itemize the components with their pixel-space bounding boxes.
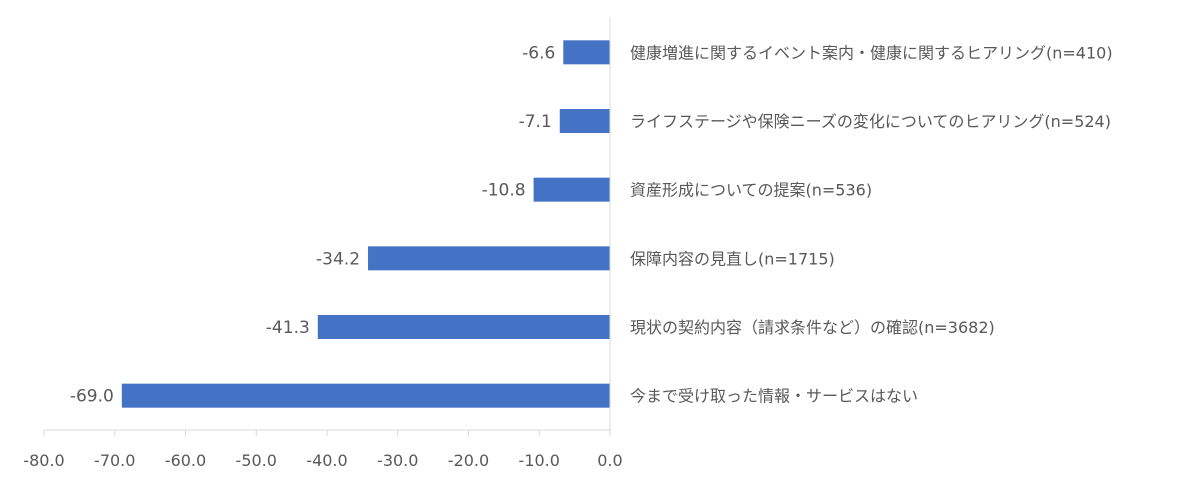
bar <box>559 109 610 133</box>
x-tick-label: -10.0 <box>519 451 560 470</box>
value-label: -34.2 <box>316 249 360 269</box>
x-tick-label: -60.0 <box>165 451 206 470</box>
category-label: 健康増進に関するイベント案内・健康に関するヒアリング(n=410) <box>630 43 1113 62</box>
value-label: -6.6 <box>522 43 555 63</box>
bar <box>533 177 610 202</box>
x-tick-label: -80.0 <box>23 451 64 470</box>
value-label: -69.0 <box>70 387 114 407</box>
bars-group <box>121 40 610 408</box>
x-tick-label: -50.0 <box>236 451 277 470</box>
x-tick-label: -30.0 <box>377 451 418 470</box>
labels-group: -6.6 健康増進に関するイベント案内・健康に関するヒアリング(n=410) -7.… <box>70 43 1113 406</box>
category-label: 現状の契約内容（請求条件など）の確認(n=3682) <box>630 318 995 337</box>
bar <box>317 315 610 339</box>
category-label: ライフステージや保険ニーズの変化についてのヒアリング(n=524) <box>630 112 1111 131</box>
value-label: -41.3 <box>266 318 310 338</box>
value-label: -7.1 <box>519 112 552 132</box>
category-label: 資産形成についての提案(n=536) <box>630 181 872 200</box>
x-tick-label: -70.0 <box>94 451 135 470</box>
category-label: 今まで受け取った情報・サービスはない <box>630 387 918 406</box>
x-tick-label: -20.0 <box>448 451 489 470</box>
bar <box>121 383 610 408</box>
axes-group: -80.0 -70.0 -60.0 -50.0 -40.0 -30.0 -20.0 -10.0… <box>23 18 623 470</box>
value-label: -10.8 <box>482 181 526 201</box>
bar <box>563 40 610 65</box>
x-tick-label: 0.0 <box>597 451 622 470</box>
x-tick-label: -40.0 <box>306 451 347 470</box>
bar <box>368 246 610 271</box>
category-label: 保障内容の見直し(n=1715) <box>630 249 835 268</box>
